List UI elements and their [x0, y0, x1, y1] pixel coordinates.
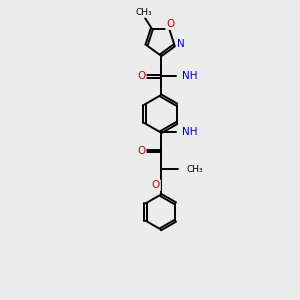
Text: CH₃: CH₃ [135, 8, 152, 17]
Text: NH: NH [182, 71, 197, 81]
Text: O: O [152, 180, 160, 190]
Text: O: O [137, 146, 146, 156]
Text: CH₃: CH₃ [186, 165, 203, 174]
Text: O: O [137, 71, 146, 81]
Text: NH: NH [182, 127, 197, 137]
Text: O: O [166, 19, 174, 29]
Text: N: N [176, 39, 184, 49]
